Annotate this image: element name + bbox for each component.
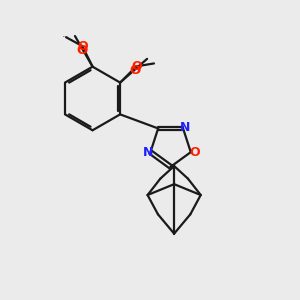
- Text: O: O: [190, 146, 200, 159]
- Text: O: O: [76, 44, 88, 57]
- Text: O: O: [131, 60, 142, 73]
- Text: O: O: [129, 64, 140, 76]
- Text: N: N: [143, 146, 153, 159]
- Text: O: O: [77, 40, 88, 52]
- Text: methoxy: methoxy: [63, 36, 69, 37]
- Text: N: N: [180, 121, 190, 134]
